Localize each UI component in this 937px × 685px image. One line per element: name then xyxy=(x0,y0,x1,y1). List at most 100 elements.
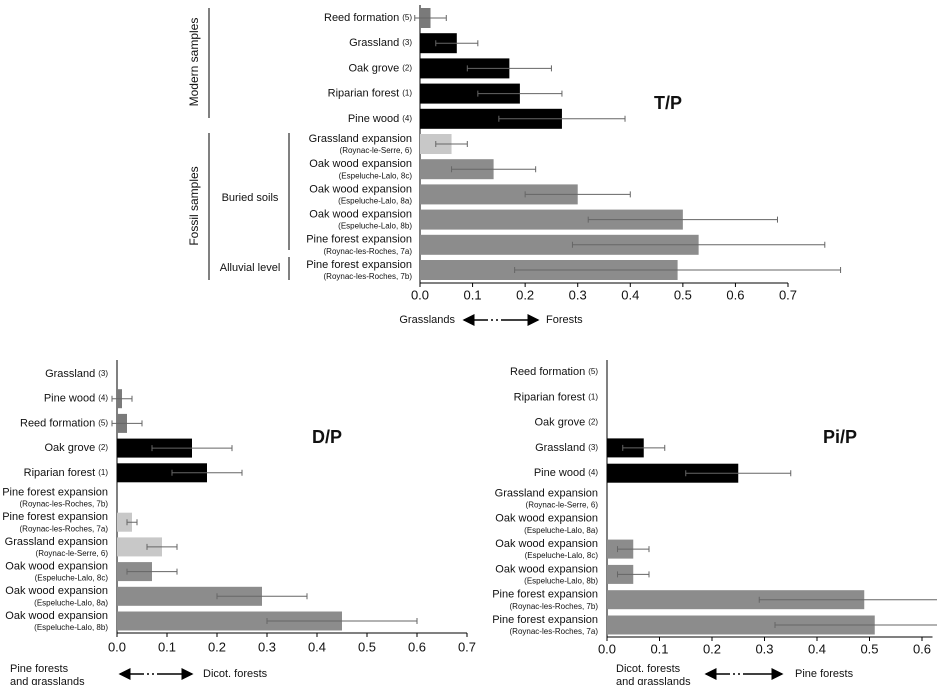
category-name: Reed formation xyxy=(510,366,585,378)
direction-label: Dicot. forests xyxy=(616,663,681,675)
bar xyxy=(117,512,132,532)
direction-label: and grasslands xyxy=(616,676,691,685)
category-name: Pine wood xyxy=(44,393,95,405)
category-label: Grassland (3) xyxy=(349,37,412,49)
bar xyxy=(117,611,342,631)
error-bar xyxy=(622,444,666,451)
category-note: (1) xyxy=(588,392,598,401)
category-note: (Roynac-les-Roches, 7a) xyxy=(510,627,599,636)
error-bar xyxy=(216,593,308,600)
error-bar xyxy=(498,115,626,122)
bar xyxy=(117,463,207,483)
category-label: Pine forest expansion xyxy=(2,511,108,523)
error-bar xyxy=(435,141,468,147)
error-bar xyxy=(685,470,792,477)
category-label: Reed formation (5) xyxy=(20,417,108,429)
category-name: Grassland xyxy=(535,442,585,454)
category-label: Oak wood expansion xyxy=(5,585,108,597)
x-tick-label: 0.1 xyxy=(158,639,176,654)
category-label: Grassland (3) xyxy=(535,442,598,454)
group-label: Alluvial level xyxy=(220,262,281,274)
category-note: (Roynac-le-Serre, 6) xyxy=(36,549,109,558)
bar xyxy=(420,184,578,205)
x-tick-label: 0.0 xyxy=(411,287,429,302)
category-name: Riparian forest xyxy=(24,467,96,479)
bar xyxy=(607,590,865,610)
error-bar xyxy=(617,571,650,578)
category-note: (Espeluche-Lalo, 8a) xyxy=(524,526,598,535)
error-bar xyxy=(171,469,243,476)
x-tick-label: 0.2 xyxy=(703,641,721,656)
category-note: (3) xyxy=(98,369,108,378)
category-note: (5) xyxy=(588,367,598,376)
bar xyxy=(420,108,562,129)
bar xyxy=(420,209,683,230)
category-note: (2) xyxy=(402,64,412,73)
category-label: Oak grove (2) xyxy=(44,442,108,454)
category-label: Pine forest expansion xyxy=(2,486,108,498)
category-label: Reed formation (5) xyxy=(324,12,412,24)
bar xyxy=(117,586,262,606)
category-note: (Espeluche-Lalo, 8c) xyxy=(339,171,413,180)
x-tick-label: 0.0 xyxy=(598,641,616,656)
x-tick-label: 0.6 xyxy=(913,641,931,656)
category-name: Riparian forest xyxy=(328,88,400,100)
error-bar xyxy=(435,40,479,47)
category-note: (1) xyxy=(98,468,108,477)
x-tick-label: 0.7 xyxy=(458,639,476,654)
error-bar xyxy=(524,191,631,198)
chart-title: T/P xyxy=(654,93,682,113)
x-tick-label: 0.1 xyxy=(464,287,482,302)
category-name: Pine wood xyxy=(534,467,585,479)
category-note: (5) xyxy=(98,419,108,428)
error-bar xyxy=(774,622,937,628)
category-name: Oak grove xyxy=(534,417,585,429)
direction-label: Pine forests xyxy=(795,668,854,680)
group-label: Fossil samples xyxy=(187,166,201,245)
category-note: (Espeluche-Lalo, 8c) xyxy=(525,551,599,560)
direction-label: Grasslands xyxy=(399,314,455,326)
category-label: Oak grove (2) xyxy=(534,417,598,429)
error-bar xyxy=(571,241,826,248)
error-bar xyxy=(617,546,650,553)
category-label: Reed formation (5) xyxy=(510,366,598,378)
category-label: Oak wood expansion xyxy=(495,538,598,550)
category-label: Riparian forest (1) xyxy=(24,467,109,479)
category-note: (2) xyxy=(588,418,598,427)
category-label: Grassland expansion xyxy=(309,133,412,145)
category-note: (Roynac-les-Roches, 7a) xyxy=(20,524,109,533)
x-tick-label: 0.2 xyxy=(516,287,534,302)
category-label: Oak wood expansion xyxy=(5,610,108,622)
category-note: (Espeluche-Lalo, 8b) xyxy=(34,623,108,632)
category-note: (Roynac-les-Roches, 7b) xyxy=(324,272,413,281)
category-note: (Roynac-les-Roches, 7b) xyxy=(20,500,109,509)
x-tick-label: 0.2 xyxy=(208,639,226,654)
x-tick-label: 0.3 xyxy=(755,641,773,656)
category-note: (Espeluche-Lalo, 8c) xyxy=(35,574,109,583)
error-bar xyxy=(126,568,178,575)
category-note: (3) xyxy=(402,38,412,47)
bar xyxy=(117,537,162,557)
category-label: Pine forest expansion xyxy=(492,614,598,626)
category-label: Pine wood (4) xyxy=(44,393,108,405)
error-bar xyxy=(451,166,537,173)
direction-label: Dicot. forests xyxy=(203,668,268,680)
category-label: Oak wood expansion xyxy=(5,561,108,573)
category-note: (5) xyxy=(402,13,412,22)
category-label: Pine wood (4) xyxy=(534,467,598,479)
error-bar xyxy=(151,445,233,452)
category-name: Reed formation xyxy=(20,417,95,429)
x-tick-label: 0.0 xyxy=(108,639,126,654)
category-label: Pine forest expansion xyxy=(306,259,412,271)
bar xyxy=(420,234,699,255)
error-bar xyxy=(146,543,178,550)
x-tick-label: 0.1 xyxy=(650,641,668,656)
x-tick-label: 0.4 xyxy=(808,641,826,656)
category-label: Grassland (3) xyxy=(45,368,108,380)
category-name: Oak grove xyxy=(44,442,95,454)
category-label: Riparian forest (1) xyxy=(328,88,413,100)
category-name: Pine wood xyxy=(348,113,399,125)
category-label: Grassland expansion xyxy=(495,487,598,499)
